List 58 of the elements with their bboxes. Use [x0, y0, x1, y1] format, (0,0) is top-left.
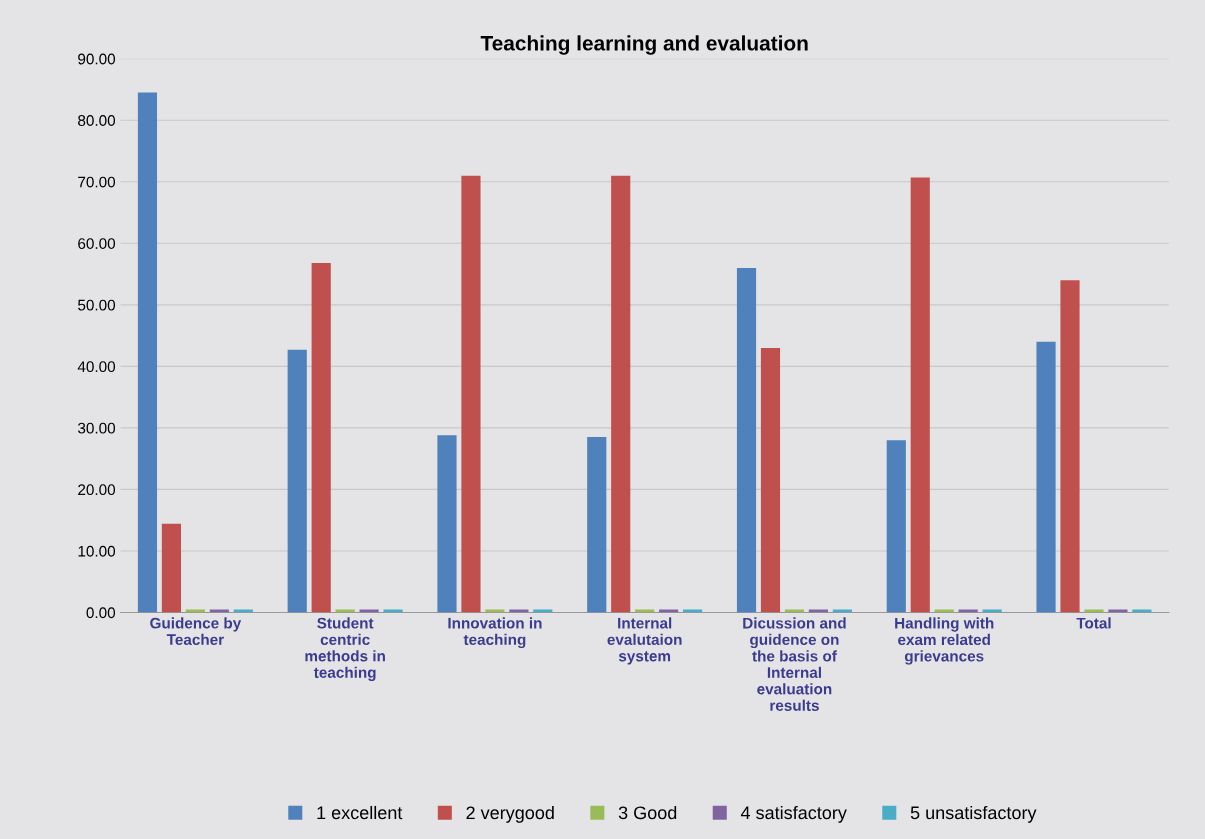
bar	[784, 609, 805, 613]
bar	[982, 609, 1002, 613]
x-tick-label: Student centric methods in teaching	[305, 617, 385, 682]
y-tick-label: 50.00	[78, 299, 116, 311]
bar	[635, 609, 655, 613]
x-tick-label: Total	[1076, 617, 1111, 629]
bar	[533, 609, 553, 613]
y-tick-label: 20.00	[78, 484, 116, 496]
bar	[383, 609, 403, 613]
y-tick-label: 60.00	[78, 238, 116, 249]
legend-label: 5 unsatisfactory	[910, 805, 1037, 823]
bar	[659, 609, 679, 613]
x-tick-label: Guidence by Teacher	[150, 617, 242, 646]
y-tick-label: 10.00	[78, 545, 116, 557]
bar	[587, 437, 607, 613]
bar	[958, 609, 978, 613]
x-tick-label: Handling with exam related grievances	[895, 617, 994, 665]
bar	[683, 609, 703, 613]
bar	[1084, 609, 1104, 613]
bar	[886, 440, 906, 613]
y-tick-label: 90.00	[78, 53, 116, 65]
bar	[335, 609, 355, 613]
bar	[509, 609, 529, 613]
bar	[137, 92, 158, 613]
bar	[1060, 280, 1080, 613]
bar	[359, 609, 379, 613]
bar	[760, 347, 781, 613]
legend-label: 3 Good	[618, 805, 677, 820]
bar	[1132, 609, 1152, 613]
bar	[437, 435, 457, 613]
bar	[311, 263, 331, 613]
bar	[910, 177, 930, 613]
bar	[934, 609, 954, 613]
bar	[1036, 341, 1056, 613]
legend-label: 4 satisfactory	[740, 805, 847, 823]
bar	[461, 175, 481, 613]
bar	[611, 175, 631, 613]
y-tick-label: 0.00	[86, 607, 116, 619]
bar	[832, 609, 852, 613]
bar	[287, 349, 307, 613]
bar	[736, 267, 757, 613]
chart-title: Teaching learning and evaluation	[480, 35, 808, 55]
y-tick-label: 80.00	[78, 115, 116, 126]
legend-label: 2 verygood	[466, 805, 554, 823]
bar	[1108, 609, 1128, 613]
bar	[185, 609, 205, 613]
x-tick-label: Dicussion and guidence on the basis of Internal evaluation results	[743, 617, 846, 711]
x-tick-label: Innovation in teaching	[448, 617, 542, 649]
bar	[808, 609, 828, 613]
y-tick-label: 70.00	[78, 176, 116, 188]
x-tick-label: Internal evalutaion system	[607, 617, 682, 665]
bar	[485, 609, 505, 613]
y-tick-label: 40.00	[77, 361, 116, 373]
legend-label: 1 excellent	[317, 805, 403, 820]
y-tick-label: 30.00	[77, 422, 116, 434]
bar	[161, 523, 181, 613]
bar	[233, 609, 253, 613]
bar	[209, 609, 229, 613]
